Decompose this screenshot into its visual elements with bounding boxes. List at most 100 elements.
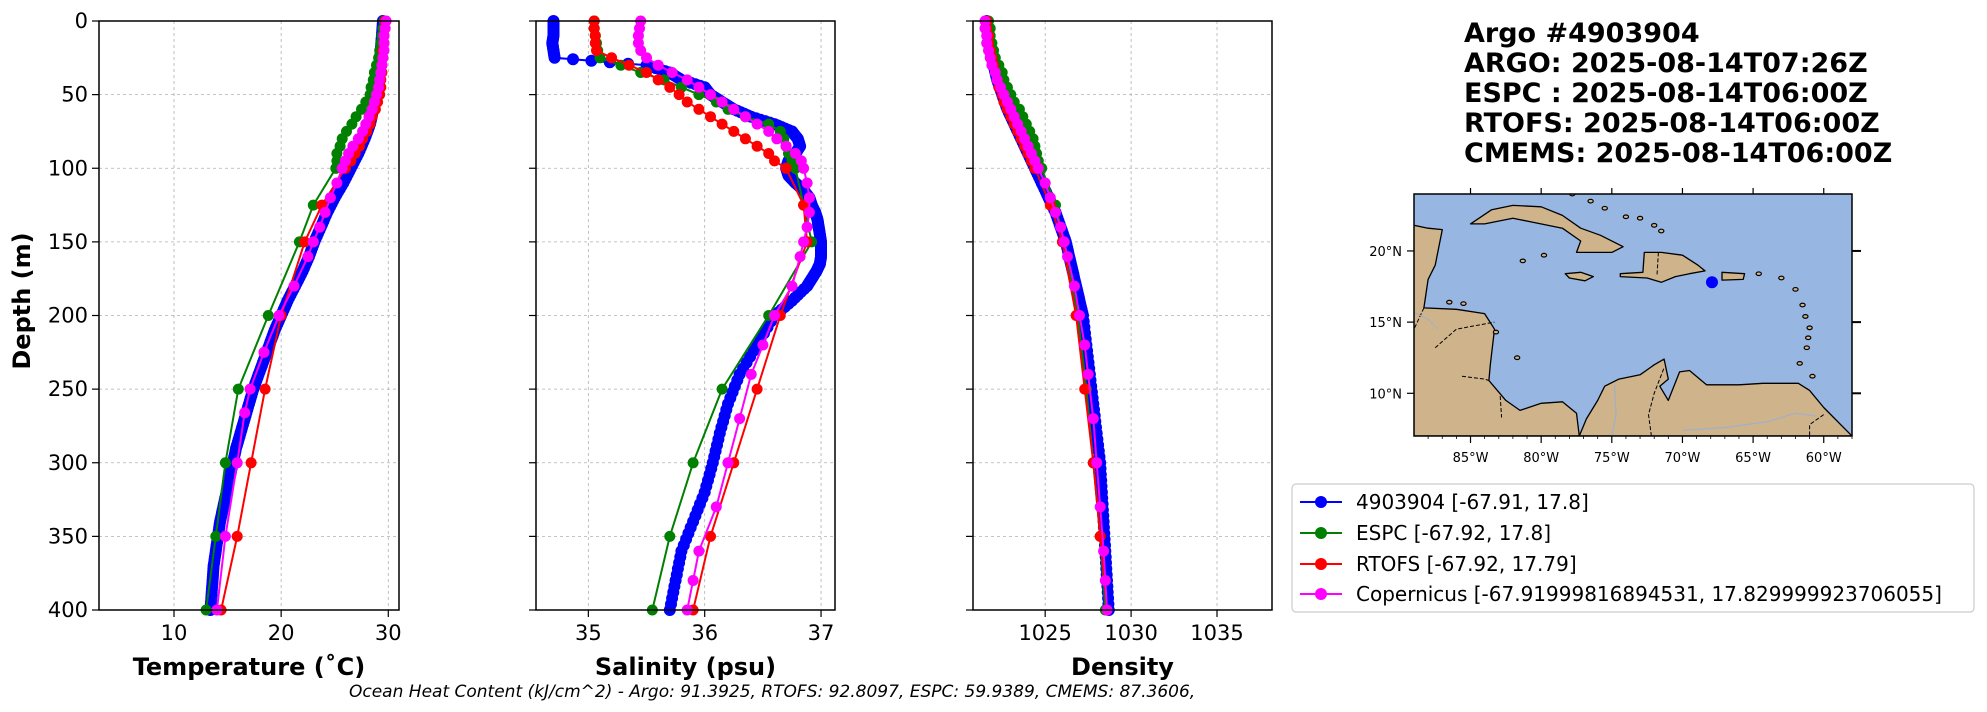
data-point bbox=[606, 52, 618, 64]
country-border bbox=[1717, 435, 1718, 436]
legend-frame bbox=[1291, 483, 1975, 613]
data-point bbox=[1079, 339, 1091, 351]
y-tick-label: 0 bbox=[75, 9, 88, 33]
x-tick-label: 1035 bbox=[1190, 621, 1243, 645]
data-point bbox=[673, 89, 685, 101]
data-point bbox=[1062, 251, 1073, 263]
data-point bbox=[664, 81, 676, 93]
small-island bbox=[1446, 299, 1453, 305]
legend-marker bbox=[1315, 558, 1327, 570]
data-point bbox=[722, 457, 734, 469]
ohc-footer: Ocean Heat Content (kJ/cm^2) - Argo: 91.… bbox=[349, 682, 1195, 702]
title-line-2: ARGO: 2025-08-14T07:26Z bbox=[1464, 48, 1868, 79]
map-lat-label: 15°N bbox=[1369, 316, 1402, 331]
data-point bbox=[798, 236, 810, 248]
country-border bbox=[1499, 396, 1503, 418]
data-point bbox=[623, 59, 635, 71]
data-point bbox=[739, 133, 751, 145]
map-lon-label: 75°W bbox=[1594, 451, 1630, 466]
data-point bbox=[716, 118, 728, 130]
data-point bbox=[763, 148, 775, 159]
series-copernicus bbox=[211, 15, 392, 616]
country-border bbox=[1809, 414, 1824, 436]
jamaica bbox=[1564, 271, 1595, 282]
x-tick-label: 20 bbox=[268, 621, 295, 645]
data-point bbox=[681, 96, 693, 108]
small-island bbox=[1492, 329, 1500, 335]
data-point bbox=[780, 162, 792, 174]
data-point bbox=[232, 383, 244, 395]
data-point bbox=[331, 177, 343, 189]
data-point bbox=[687, 457, 699, 469]
series-espc bbox=[200, 15, 390, 616]
data-point bbox=[1068, 280, 1080, 292]
data-point bbox=[794, 251, 806, 263]
data-point bbox=[652, 74, 664, 86]
legend-entry: 4903904 [-67.91, 17.8] bbox=[1300, 490, 1589, 514]
data-point bbox=[1055, 221, 1067, 233]
x-tick-label: 37 bbox=[808, 621, 835, 645]
data-point bbox=[705, 89, 716, 101]
map-land bbox=[1414, 194, 1852, 436]
small-island bbox=[1460, 301, 1467, 307]
panel-2: 35 36 37 Salinity (psu) bbox=[529, 15, 836, 681]
data-point bbox=[705, 530, 716, 542]
small-island bbox=[1513, 355, 1521, 361]
y-tick-label: 200 bbox=[48, 304, 88, 328]
data-point bbox=[567, 53, 579, 66]
small-island bbox=[1796, 361, 1803, 366]
small-island bbox=[1658, 228, 1665, 234]
river bbox=[1414, 311, 1439, 330]
small-island bbox=[1778, 275, 1785, 281]
map-lon-label: 85°W bbox=[1453, 451, 1489, 466]
small-island bbox=[1622, 214, 1630, 220]
data-point bbox=[798, 162, 810, 174]
data-point bbox=[1094, 501, 1106, 513]
data-point bbox=[245, 457, 257, 469]
data-point bbox=[693, 81, 705, 93]
small-island bbox=[1792, 286, 1799, 292]
data-point bbox=[734, 413, 746, 425]
data-point bbox=[244, 383, 256, 395]
river bbox=[1611, 384, 1617, 436]
puerto-rico bbox=[1721, 271, 1746, 281]
data-point bbox=[585, 54, 598, 67]
data-point bbox=[751, 140, 763, 152]
map-frame bbox=[1413, 193, 1853, 437]
data-point bbox=[803, 206, 815, 218]
x-tick-label: 10 bbox=[161, 621, 188, 645]
panel-3: 1025 1030 1035 Density bbox=[966, 15, 1273, 681]
data-point bbox=[273, 310, 285, 321]
data-point bbox=[652, 59, 664, 71]
country-border bbox=[1434, 321, 1495, 349]
data-point bbox=[219, 457, 231, 469]
data-point bbox=[1044, 192, 1056, 204]
data-point bbox=[314, 221, 326, 233]
data-point bbox=[1039, 177, 1051, 189]
small-island bbox=[1806, 325, 1813, 331]
data-point bbox=[1032, 162, 1044, 174]
country-border bbox=[1647, 367, 1665, 436]
data-point bbox=[710, 501, 722, 513]
legend-entry: Copernicus [-67.91999816894531, 17.82999… bbox=[1300, 582, 1942, 606]
y-tick-label: 250 bbox=[48, 377, 88, 401]
data-point bbox=[716, 383, 728, 395]
small-island bbox=[1519, 258, 1526, 264]
data-point bbox=[219, 530, 231, 542]
data-point bbox=[1087, 413, 1099, 425]
small-island bbox=[1755, 271, 1762, 277]
title-line-1: Argo #4903904 bbox=[1464, 18, 1700, 49]
data-point bbox=[302, 251, 314, 263]
y-tick-label: 150 bbox=[48, 230, 88, 254]
y-tick-label: 400 bbox=[48, 598, 88, 622]
x-tick-label: 36 bbox=[691, 621, 718, 645]
x-tick-label: 30 bbox=[375, 621, 402, 645]
x-axis-label: Density bbox=[1071, 653, 1174, 681]
data-point bbox=[681, 74, 693, 86]
data-point bbox=[801, 177, 813, 189]
data-point bbox=[259, 383, 271, 395]
title-line-4: RTOFS: 2025-08-14T06:00Z bbox=[1464, 108, 1880, 139]
x-tick-label: 35 bbox=[575, 621, 602, 645]
data-point bbox=[1091, 457, 1103, 469]
